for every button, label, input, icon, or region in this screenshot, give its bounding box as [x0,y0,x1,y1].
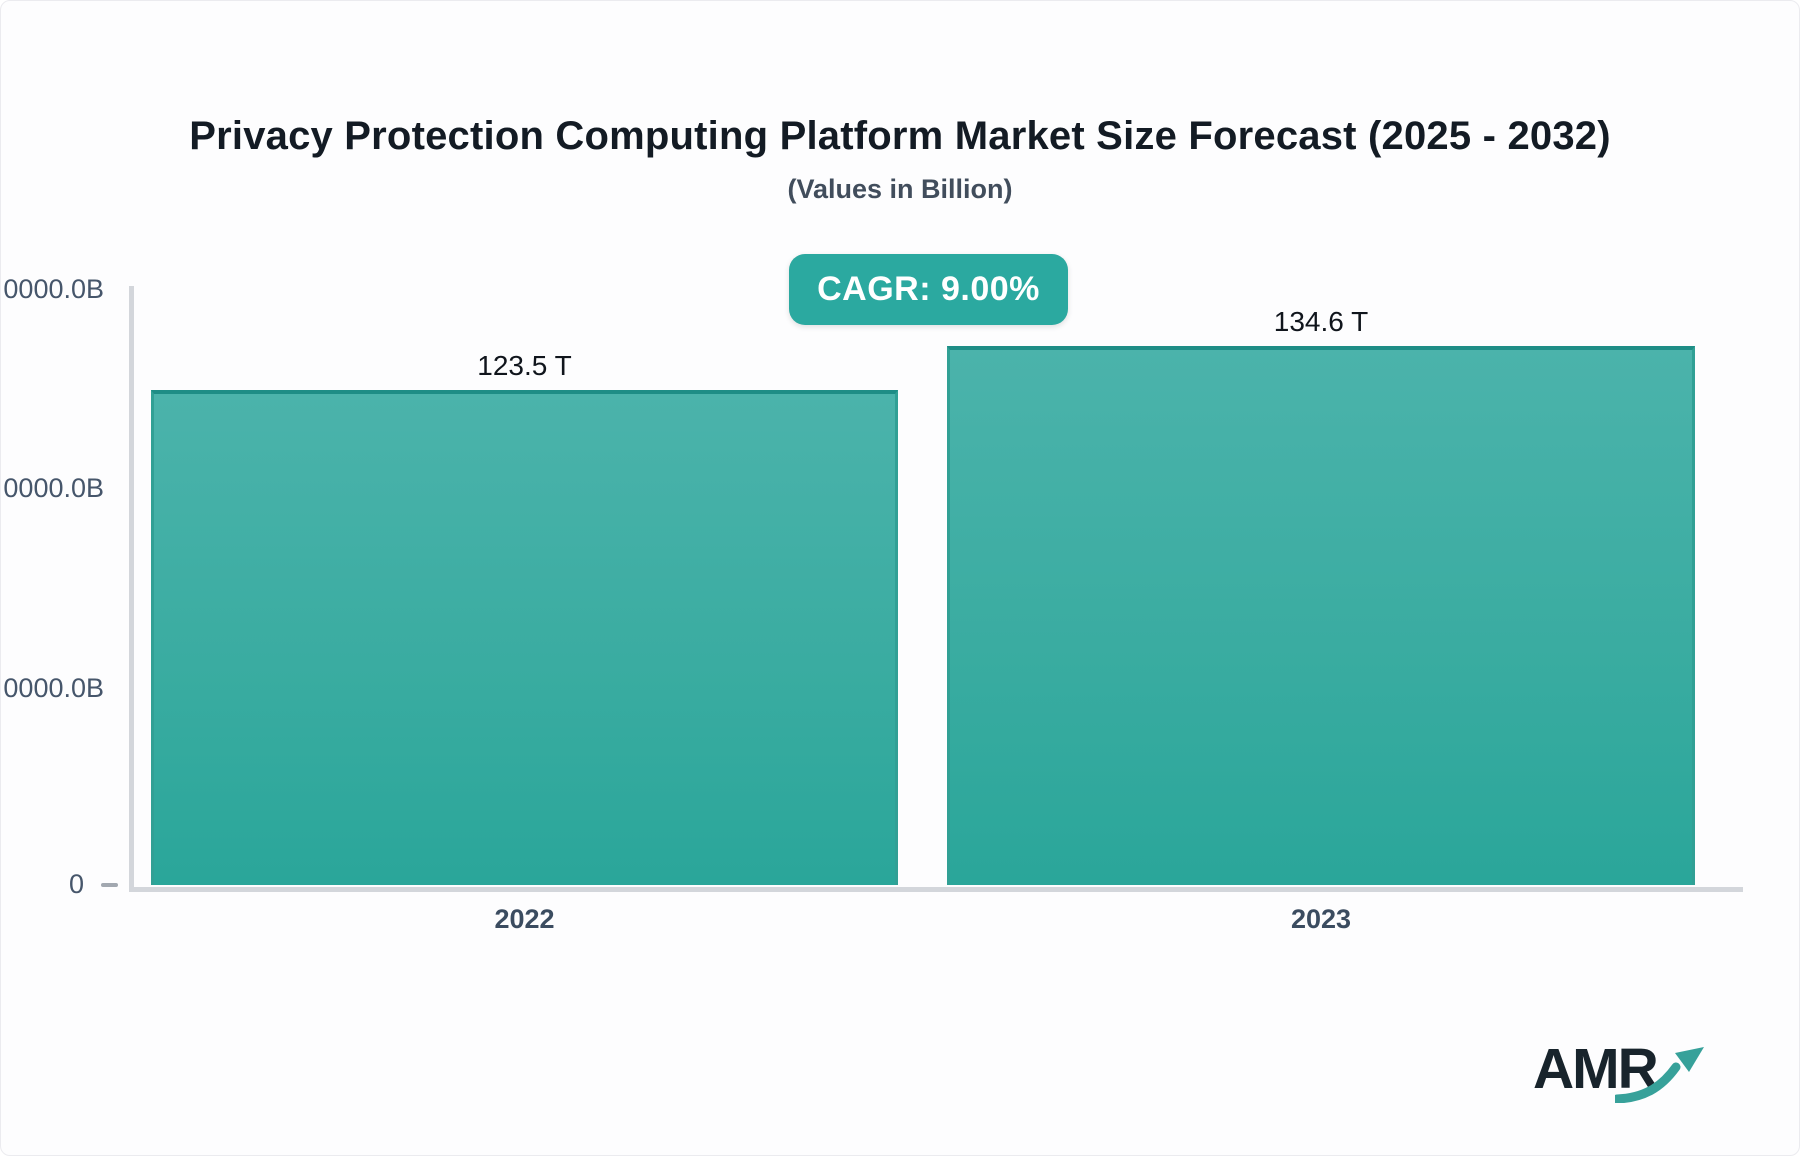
y-axis-line [129,286,134,892]
bar-2022: 123.5 T [151,350,898,885]
chart-subtitle: (Values in Billion) [787,174,1013,204]
y-axis-tick-label: 0000.0B [3,274,104,304]
amr-logo-text: AMR [1533,1037,1659,1101]
x-axis-label-2023: 2023 [1290,904,1352,934]
y-axis-tick-label: 0000.0B [3,673,104,703]
bar-2023: 134.6 T [947,306,1695,885]
x-axis-line [129,887,1743,892]
chart-title: Privacy Protection Computing Platform Ma… [189,114,1611,158]
bar-value-label: 134.6 T [1273,306,1369,337]
y-axis-tick-mark [101,883,118,887]
y-axis-zero-label: 0 [68,869,84,899]
bar-value-label: 123.5 T [477,350,572,381]
amr-logo: AMR [1533,1039,1708,1105]
x-axis-label-2022: 2022 [494,904,555,934]
y-axis-tick-label: 0000.0B [3,473,104,503]
growth-arrow-icon [1615,1047,1704,1103]
cagr-badge: CAGR: 9.00% [789,254,1068,325]
